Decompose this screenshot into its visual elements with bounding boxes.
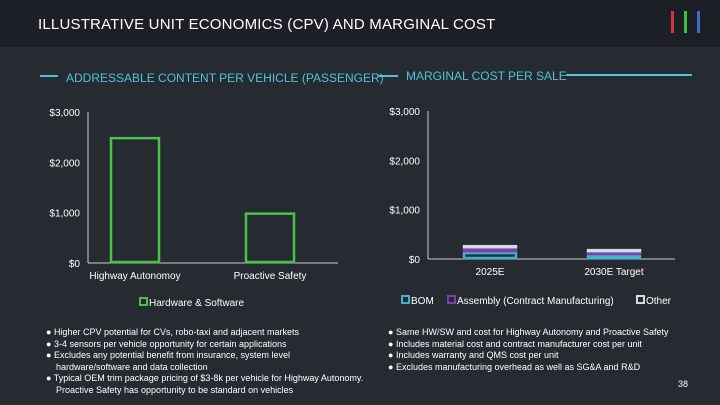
page-title: ILLUSTRATIVE UNIT ECONOMICS (CPV) AND MA… — [38, 16, 496, 33]
legend-swatch — [139, 297, 148, 306]
left-bullets: ● Higher CPV potential for CVs, robo-tax… — [46, 327, 366, 396]
bar-assembly-contract-manufacturing- — [586, 251, 642, 256]
right-section-heading: MARGINAL COST PER SALE — [406, 69, 567, 83]
y-tick-label: $3,000 — [389, 107, 420, 118]
x-tick-label: Highway Autonomoy — [89, 271, 180, 282]
bullet: ● Same HW/SW and cost for Highway Autono… — [388, 327, 669, 337]
legend-swatch — [636, 295, 645, 304]
bar-bom — [462, 251, 518, 260]
bullet: ● Excludes any potential benefit from in… — [46, 350, 291, 372]
bullet: ● Excludes manufacturing overhead as wel… — [388, 361, 641, 372]
right-bullets: ● Same HW/SW and cost for Highway Autono… — [388, 327, 708, 373]
bar-bom — [586, 254, 642, 260]
divider — [566, 74, 692, 76]
y-tick-label: $3,000 — [49, 108, 80, 119]
bar-other — [462, 244, 518, 249]
bullet: ● 3-4 sensors per vehicle opportunity fo… — [46, 338, 287, 349]
divider — [40, 75, 58, 77]
left-section-heading: ADDRESSABLE CONTENT PER VEHICLE (PASSENG… — [66, 71, 384, 85]
bar-other — [586, 248, 642, 253]
legend-label: Assembly (Contract Manufacturing) — [457, 296, 614, 307]
divider — [378, 75, 398, 77]
legend-label: Hardware & Software — [149, 298, 244, 309]
legend-label: Other — [646, 296, 672, 307]
bar-hardware-software — [109, 136, 161, 264]
y-tick-label: $2,000 — [389, 156, 420, 167]
bullet: ● Includes warranty and QMS cost per uni… — [388, 350, 559, 360]
y-tick-label: $1,000 — [389, 206, 420, 217]
y-tick-label: $0 — [409, 255, 421, 266]
y-tick-label: $1,000 — [49, 209, 80, 220]
y-tick-label: $2,000 — [49, 158, 80, 169]
header — [0, 0, 720, 47]
x-tick-label: Proactive Safety — [234, 271, 307, 282]
legend-swatch — [447, 295, 456, 304]
page-number: 38 — [677, 379, 688, 389]
x-tick-label: 2030E Target — [584, 267, 644, 278]
bullet: ● Higher CPV potential for CVs, robo-tax… — [46, 327, 300, 337]
bar-assembly-contract-manufacturing- — [462, 247, 518, 253]
bar-hardware-software — [244, 212, 296, 264]
legend-label: BOM — [411, 296, 434, 307]
x-tick-label: 2025E — [476, 267, 505, 278]
bullet: ● Typical OEM trim package pricing of $3… — [46, 373, 364, 395]
y-tick-label: $0 — [69, 259, 81, 270]
bullet: ● Includes material cost and contract ma… — [388, 338, 643, 349]
legend-swatch — [401, 295, 410, 304]
